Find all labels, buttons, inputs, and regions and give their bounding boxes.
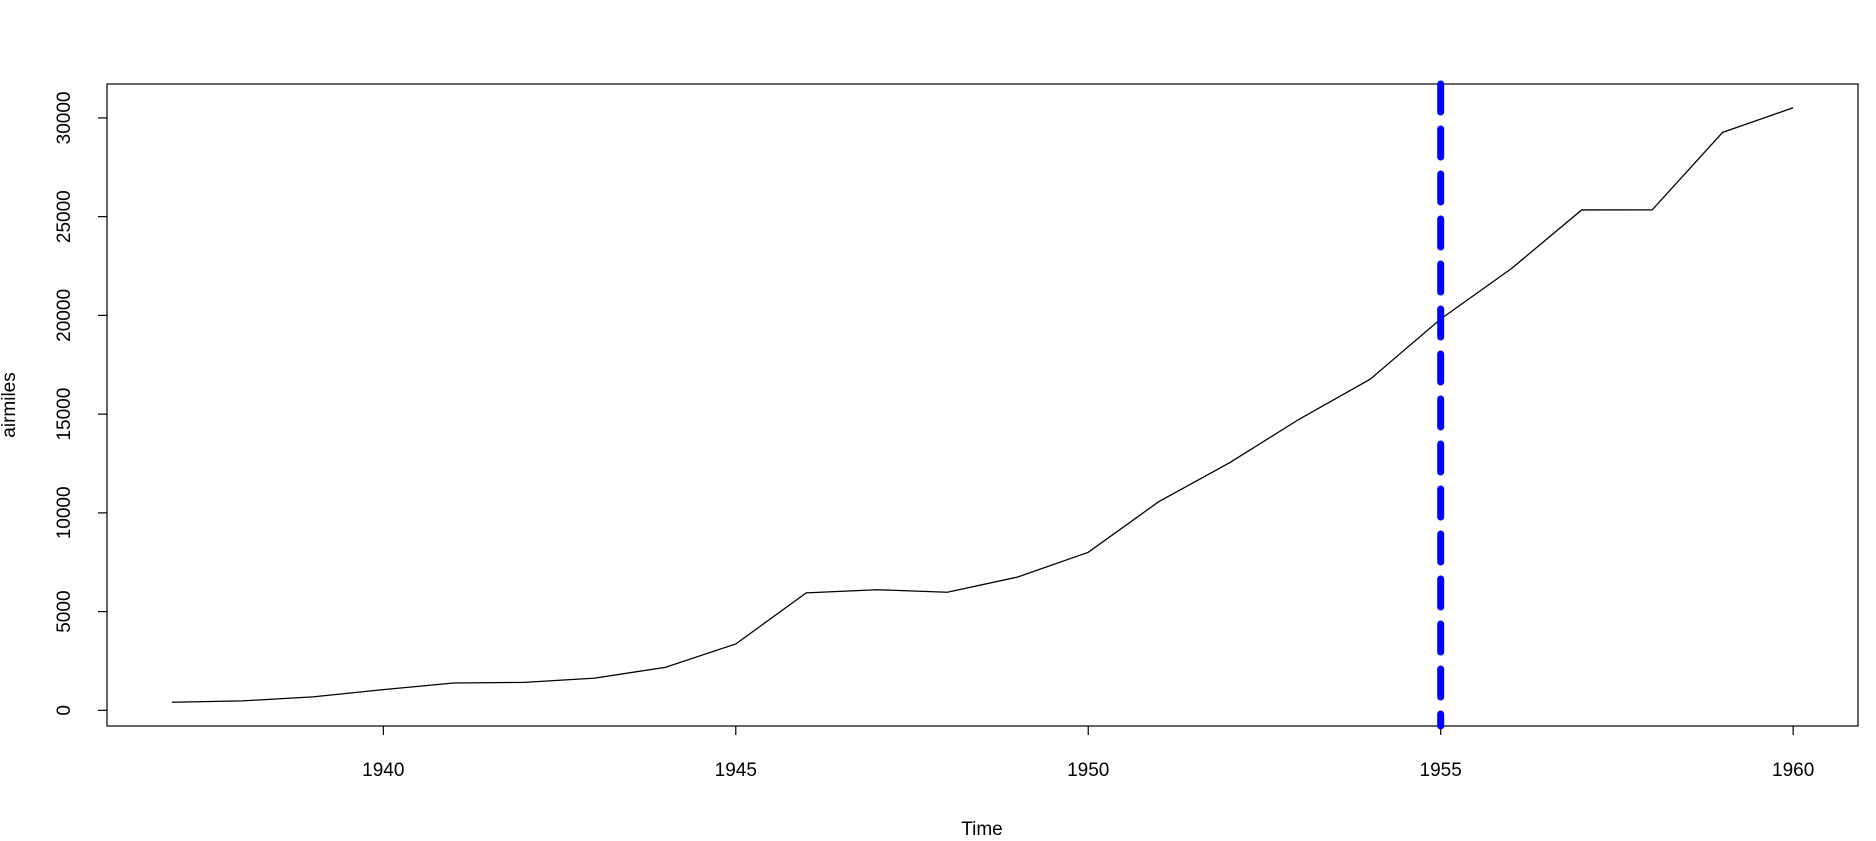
y-tick-label: 20000 [54, 289, 75, 342]
x-tick-label: 1955 [1420, 760, 1462, 781]
y-axis-label: airmiles [0, 372, 20, 437]
y-tick-label: 15000 [54, 388, 75, 441]
x-axis-label: Time [961, 819, 1003, 840]
y-tick-label: 30000 [54, 92, 75, 145]
plot-frame [106, 83, 1859, 727]
x-tick-label: 1960 [1772, 760, 1814, 781]
y-tick-label: 5000 [54, 590, 75, 632]
x-tick-label: 1945 [715, 760, 757, 781]
y-tick-label: 25000 [54, 190, 75, 243]
data-line [171, 107, 1794, 703]
x-tick-label: 1940 [362, 760, 404, 781]
y-tick-label: 10000 [54, 486, 75, 539]
x-tick-label: 1950 [1067, 760, 1109, 781]
y-tick-label: 0 [54, 705, 75, 716]
